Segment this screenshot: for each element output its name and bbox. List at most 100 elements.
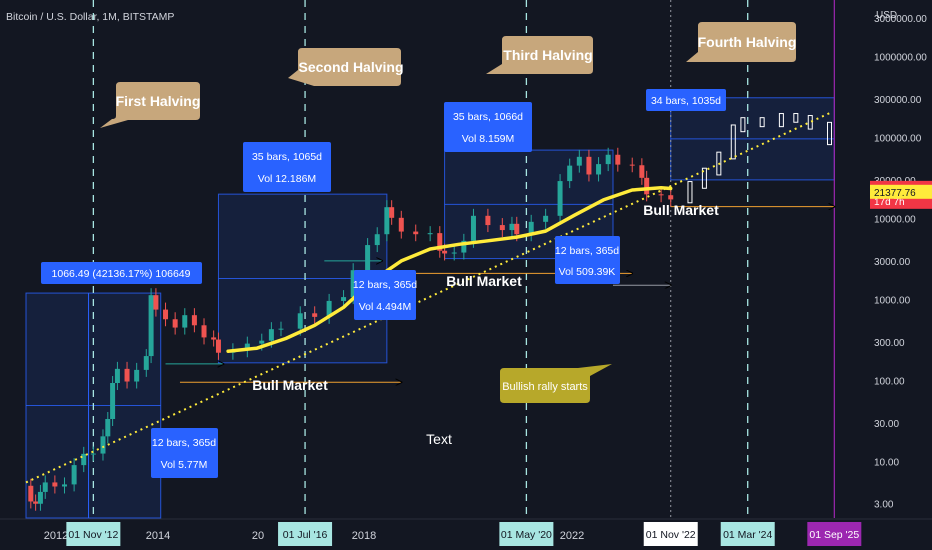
candle-body — [114, 368, 120, 383]
candle-body — [596, 164, 602, 175]
candle-body — [413, 231, 419, 235]
third-halving-text: Third Halving — [503, 47, 592, 63]
bull-market-label-1: Bull Market — [252, 377, 328, 393]
candle-body — [105, 419, 111, 437]
candle-body — [259, 340, 265, 344]
time-label: 2014 — [146, 530, 170, 542]
fourth-halving-callout[interactable]: Fourth Halving — [686, 22, 796, 62]
time-label: 2022 — [560, 530, 584, 542]
candle-body — [312, 313, 318, 317]
candle-body — [644, 177, 650, 195]
date-range-label-3: 12 bars, 365d Vol 509.39K — [555, 236, 620, 284]
candle-body — [33, 501, 39, 504]
candle-body — [326, 300, 332, 317]
projection-bar — [759, 117, 765, 128]
date-range-2-bars: 12 bars, 365d — [353, 279, 417, 291]
candle-body — [398, 217, 404, 232]
time-badge-text: 01 Sep '25 — [809, 529, 859, 541]
candle-body — [629, 164, 635, 166]
candle-body — [389, 207, 395, 218]
candle-body — [215, 339, 221, 353]
range-label-third-vol: Vol 8.159M — [462, 133, 515, 145]
time-badge-bg — [66, 522, 121, 546]
second-halving-callout[interactable]: Second Halving — [288, 48, 404, 86]
candle-body — [451, 252, 457, 254]
date-range-3-vol: Vol 509.39K — [559, 266, 616, 278]
candle-body — [110, 382, 116, 420]
candle-body — [442, 250, 448, 254]
price-tick-label: 300000.00 — [874, 95, 922, 106]
third-halving-callout[interactable]: Third Halving — [486, 36, 593, 74]
range-label-first: 1066.49 (42136.17%) 106649 — [41, 262, 202, 284]
range-label-fourth: 34 bars, 1035d — [646, 89, 726, 111]
symbol-title: Bitcoin / U.S. Dollar, 1M, BITSTAMP — [6, 11, 175, 23]
candle-body — [28, 485, 34, 502]
range-label-second-vol: Vol 12.186M — [258, 173, 316, 185]
time-badge-text: 01 Mar '24 — [723, 529, 772, 541]
candle-body — [461, 240, 467, 253]
price-tick-label: 1000000.00 — [874, 53, 927, 64]
candle-body — [124, 368, 130, 382]
candle-body — [42, 482, 48, 492]
bull-market-label-2: Bull Market — [446, 273, 522, 289]
candle-body — [182, 315, 188, 328]
projection-bar — [687, 181, 693, 204]
date-range-1-vol: Vol 5.77M — [161, 459, 208, 471]
range-label-first-text: 1066.49 (42136.17%) 106649 — [52, 268, 191, 280]
candle-body — [297, 313, 303, 329]
candle-body — [586, 156, 592, 175]
price-badge-bg — [870, 184, 932, 199]
price-axis[interactable]: 3000000.00 1000000.00 300000.00 100000.00 30… — [870, 14, 932, 511]
candle-body — [134, 369, 140, 382]
projection-bar — [793, 113, 799, 123]
price-tick-label: 100.00 — [874, 376, 905, 387]
candle-body — [172, 319, 178, 328]
price-badge-subtext: 17d 7h — [874, 197, 905, 208]
candle-body — [615, 154, 621, 165]
price-tick-label: 1000.00 — [874, 295, 911, 306]
projection-bar — [827, 121, 833, 146]
candle-body — [470, 215, 476, 241]
candle-body — [668, 195, 674, 200]
price-tick-label: 3000.00 — [874, 257, 911, 268]
candle-body — [211, 337, 217, 340]
candle-body — [427, 233, 433, 235]
time-badge-bg — [278, 522, 333, 546]
bullish-rally-callout[interactable]: Bullish rally starts — [500, 364, 612, 403]
candle-body — [341, 297, 347, 301]
range-label-third: 35 bars, 1066d Vol 8.159M — [444, 102, 532, 152]
candle-body — [509, 223, 515, 231]
moving-average-line[interactable] — [226, 185, 673, 353]
candle-body — [528, 221, 534, 235]
fourth-halving-text: Fourth Halving — [698, 34, 797, 50]
date-range-label-1: 12 bars, 365d Vol 5.77M — [151, 428, 218, 478]
bullish-rally-text: Bullish rally starts — [502, 381, 588, 393]
range-label-third-bars: 35 bars, 1066d — [453, 111, 523, 123]
time-badge-text: 01 May '20 — [501, 529, 552, 541]
candle-body — [374, 234, 380, 246]
candle-body — [71, 465, 77, 485]
date-range-3-bars: 12 bars, 365d — [555, 245, 619, 257]
candle-body — [384, 207, 390, 235]
projection-bar — [716, 151, 722, 176]
time-badge-bg — [499, 522, 554, 546]
candle-body — [639, 165, 645, 178]
projection-bar — [807, 115, 813, 130]
second-halving-text: Second Halving — [298, 59, 403, 75]
candle-body — [557, 181, 563, 216]
time-badge-bg — [807, 522, 862, 546]
price-tick-label: 100000.00 — [874, 134, 922, 145]
range-label-second: 35 bars, 1065d Vol 12.186M — [243, 142, 331, 192]
candle-body — [499, 225, 505, 231]
candle-body — [191, 315, 197, 326]
candle-body — [605, 154, 611, 165]
price-badge-text: 21377.76 — [874, 188, 916, 199]
time-label: 2012 — [44, 530, 68, 542]
first-halving-callout[interactable]: First Halving — [100, 82, 200, 128]
candle-body — [61, 484, 67, 487]
candle-body — [148, 295, 154, 357]
time-badge-bg — [643, 522, 698, 546]
date-range-1-bars: 12 bars, 365d — [152, 437, 216, 449]
